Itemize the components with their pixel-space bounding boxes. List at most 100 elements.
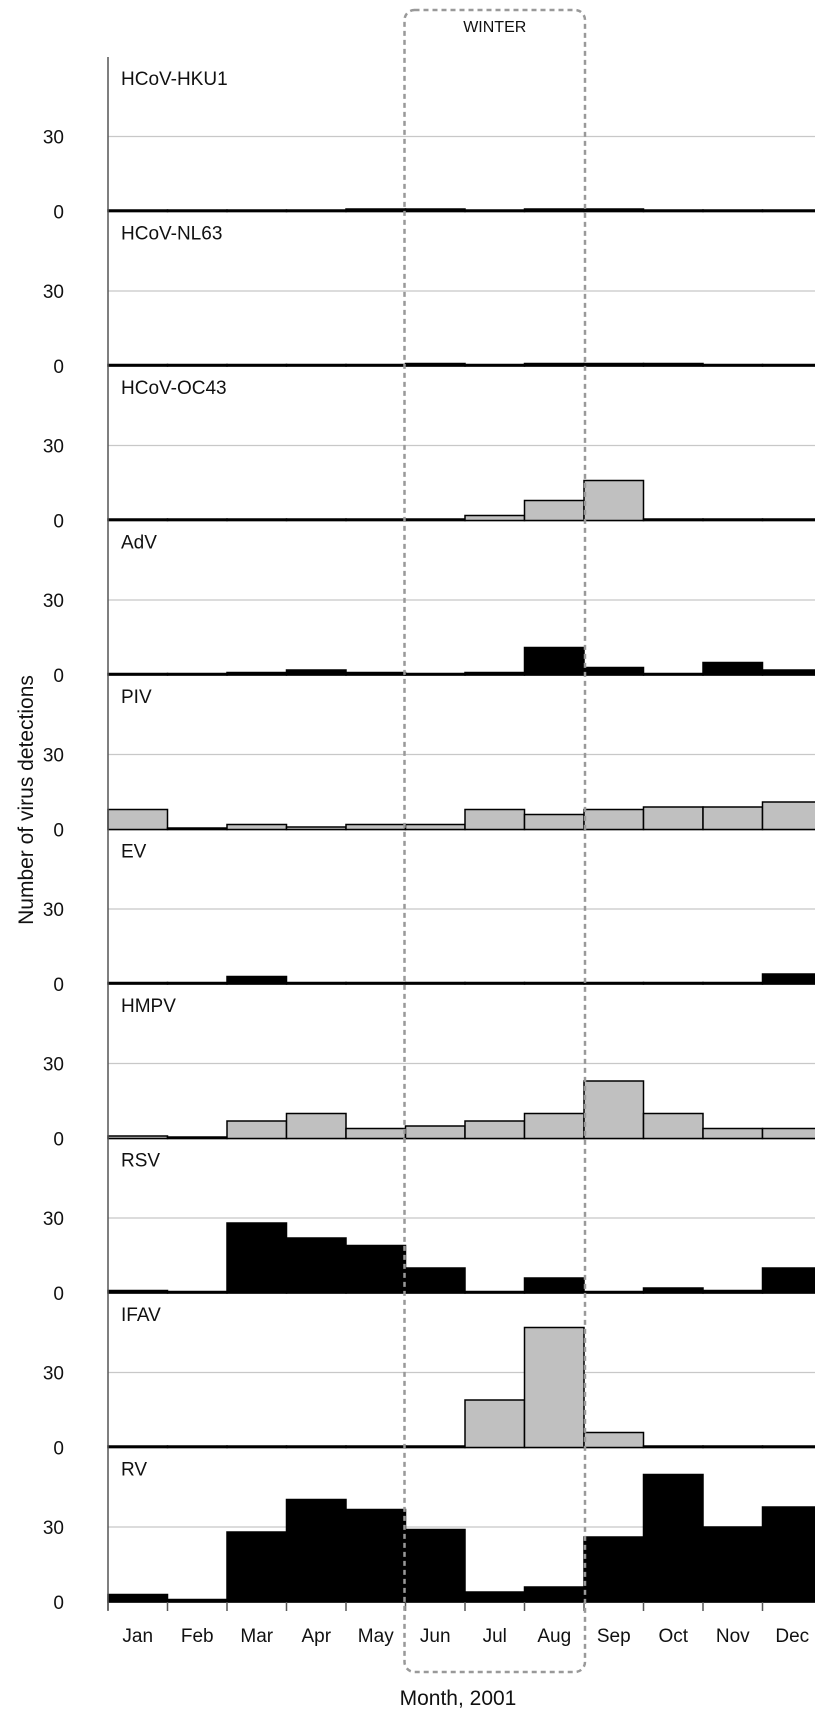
bar-adv-nov (702, 661, 764, 676)
bar-piv-feb (166, 827, 228, 831)
bar-piv-sep (583, 808, 645, 831)
labels-layer: 0 30 HCoV-HKU1 0 30 HCoV-NL63 0 30 HCoV-OC43 0 30 A… (43, 69, 809, 1647)
winter-box (403, 8, 587, 1674)
x-tick-label-aug: Aug (537, 1626, 571, 1647)
bar-piv-aug (523, 813, 585, 831)
bar-rsv-apr (285, 1237, 347, 1294)
bar-hcov-nl63-nov (702, 363, 764, 367)
bar-adv-dec (761, 669, 815, 676)
y-tick-label-ev-30: 30 (43, 900, 64, 921)
bar-ev-feb (166, 981, 228, 985)
bar-hcov-nl63-jul (464, 363, 526, 367)
y-tick-label-hmpv-0: 0 (53, 1130, 64, 1151)
x-tick-label-sep: Sep (597, 1626, 631, 1647)
bar-hcov-nl63-aug (523, 362, 585, 367)
bar-hcov-oc43-sep (583, 479, 645, 522)
bar-hcov-hku1-feb (166, 209, 228, 213)
bar-hmpv-aug (523, 1112, 585, 1140)
bar-ev-jul (464, 981, 526, 985)
bar-ifav-may (345, 1445, 407, 1449)
bar-rv-sep (583, 1536, 645, 1603)
panel-label-rv: RV (121, 1460, 147, 1481)
bar-hmpv-sep (583, 1080, 645, 1140)
grid-layer (108, 135, 815, 1603)
bar-piv-jul (464, 808, 526, 831)
bar-ifav-apr (285, 1445, 347, 1449)
y-tick-label-rsv-30: 30 (43, 1209, 64, 1230)
bar-rsv-mar (226, 1222, 288, 1294)
bar-ifav-dec (761, 1445, 815, 1449)
x-axis-title: Month, 2001 (400, 1687, 517, 1710)
bar-hmpv-dec (761, 1127, 815, 1140)
bar-hcov-oc43-oct (642, 518, 704, 522)
y-tick-label-hcov-nl63-0: 0 (53, 357, 64, 378)
bar-adv-oct (642, 672, 704, 676)
bar-rv-apr (285, 1498, 347, 1603)
bar-rv-may (345, 1508, 407, 1603)
bar-ifav-mar (226, 1445, 288, 1449)
bar-hcov-nl63-apr (285, 363, 347, 367)
bar-hcov-nl63-jun (404, 362, 466, 367)
bar-ev-apr (285, 981, 347, 985)
bar-adv-jul (464, 671, 526, 676)
panel-label-hcov-hku1: HCoV-HKU1 (121, 69, 228, 90)
bar-hcov-hku1-jul (464, 209, 526, 213)
bar-hcov-hku1-oct (642, 209, 704, 213)
bar-ifav-feb (166, 1445, 228, 1449)
bar-hmpv-jan (107, 1135, 169, 1140)
bar-hcov-nl63-sep (583, 362, 645, 367)
y-tick-label-rv-0: 0 (53, 1593, 64, 1614)
x-tick-label-jun: Jun (420, 1626, 451, 1647)
x-tick-label-mar: Mar (240, 1626, 273, 1647)
bar-rv-mar (226, 1531, 288, 1603)
y-tick-label-hcov-oc43-0: 0 (53, 512, 64, 533)
bar-hmpv-jun (404, 1125, 466, 1140)
x-tick-label-dec: Dec (775, 1626, 809, 1647)
bar-ev-jun (404, 981, 466, 985)
bar-piv-oct (642, 806, 704, 831)
y-tick-label-ev-0: 0 (53, 975, 64, 996)
bar-rsv-may (345, 1244, 407, 1294)
bar-ev-may (345, 981, 407, 985)
bar-ev-dec (761, 973, 815, 985)
bar-hcov-oc43-nov (702, 518, 764, 522)
bar-hcov-hku1-dec (761, 209, 815, 213)
bar-adv-sep (583, 666, 645, 676)
panel-label-piv: PIV (121, 687, 152, 708)
bar-piv-may (345, 823, 407, 831)
x-tick-label-jul: Jul (483, 1626, 507, 1647)
bar-hcov-hku1-jun (404, 208, 466, 213)
bar-ev-nov (702, 981, 764, 985)
y-tick-label-piv-30: 30 (43, 746, 64, 767)
bar-rsv-jun (404, 1267, 466, 1294)
y-axis-title: Number of virus detections (15, 675, 38, 925)
bar-ifav-jul (464, 1399, 526, 1449)
bar-hcov-oc43-aug (523, 499, 585, 522)
bar-hcov-oc43-feb (166, 518, 228, 522)
bar-hcov-oc43-may (345, 518, 407, 522)
bar-rv-feb (166, 1598, 228, 1603)
panel-label-hmpv: HMPV (121, 996, 176, 1017)
bar-ev-mar (226, 975, 288, 985)
bar-hcov-oc43-mar (226, 518, 288, 522)
bar-piv-jun (404, 823, 466, 831)
bar-adv-feb (166, 672, 228, 676)
bar-rsv-aug (523, 1277, 585, 1294)
panel-label-hcov-oc43: HCoV-OC43 (121, 378, 227, 399)
panel-label-adv: AdV (121, 533, 157, 554)
y-tick-label-adv-0: 0 (53, 666, 64, 687)
panel-label-ifav: IFAV (121, 1305, 161, 1326)
bar-piv-dec (761, 801, 815, 831)
bar-ev-jan (107, 981, 169, 985)
bar-hcov-nl63-mar (226, 363, 288, 367)
bar-rv-nov (702, 1526, 764, 1603)
y-tick-label-ifav-30: 30 (43, 1364, 64, 1385)
bar-hcov-hku1-sep (583, 208, 645, 213)
bar-hcov-nl63-feb (166, 363, 228, 367)
x-tick-label-apr: Apr (301, 1626, 331, 1647)
bar-hcov-oc43-jun (404, 518, 466, 522)
bar-adv-mar (226, 671, 288, 676)
bar-ev-aug (523, 981, 585, 985)
bar-hcov-nl63-oct (642, 362, 704, 367)
